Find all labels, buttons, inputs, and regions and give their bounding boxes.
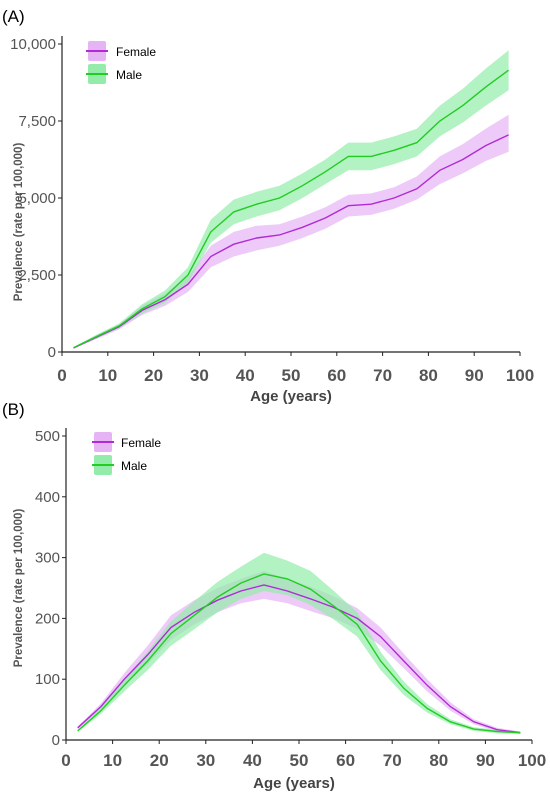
panel-b-bands: [77, 552, 521, 734]
legend-female-label: Female: [116, 45, 156, 59]
female-series-line: [73, 134, 509, 349]
y-tick-label: 200: [35, 610, 60, 627]
x-tick-label: 100: [518, 751, 546, 770]
x-tick-label: 90: [476, 751, 495, 770]
panel-a-label: (A): [2, 7, 25, 26]
male-ci-band: [73, 50, 509, 349]
y-tick-label: 0: [48, 344, 56, 361]
male-series-line: [77, 573, 521, 734]
panel-a-bands: [73, 50, 509, 349]
y-tick-label: 500: [35, 428, 60, 445]
female-series-line: [77, 584, 521, 734]
x-tick-label: 80: [419, 366, 438, 385]
panel-a-ylabel: Prevalence (rate per 100,000): [13, 143, 25, 302]
panel-a: (A) Prevalence (rate per 100,000) Age (y…: [2, 7, 534, 405]
panel-b-label: (B): [2, 400, 25, 419]
x-tick-label: 80: [429, 751, 448, 770]
x-tick-label: 10: [103, 751, 122, 770]
x-tick-label: 50: [290, 751, 309, 770]
x-tick-label: 40: [236, 366, 255, 385]
panel-a-lines: [73, 69, 510, 349]
panel-b-xticks: 0 10 20 30 40 50 60 70 80 90 100: [61, 740, 546, 770]
x-tick-label: 70: [383, 751, 402, 770]
x-tick-label: 30: [190, 366, 209, 385]
panel-b-legend: Female Male: [92, 432, 161, 475]
y-tick-label: 10,000: [10, 36, 56, 53]
x-tick-label: 70: [373, 366, 392, 385]
x-tick-label: 90: [465, 366, 484, 385]
y-tick-label: 400: [35, 489, 60, 506]
y-tick-label: 5,000: [18, 190, 56, 207]
x-tick-label: 10: [98, 366, 117, 385]
panel-a-legend: Female Male: [86, 41, 156, 84]
y-tick-label: 100: [35, 671, 60, 688]
panel-b: (B) Prevalence (rate per 100,000) Age (y…: [2, 400, 546, 792]
male-ci-band: [77, 552, 521, 734]
x-tick-label: 40: [243, 751, 262, 770]
x-tick-label: 30: [196, 751, 215, 770]
panel-b-lines: [77, 573, 521, 734]
panel-b-ylabel: Prevalence (rate per 100,000): [13, 509, 25, 668]
panel-a-yticks: 0 2,500 5,000 7,500 10,000: [10, 36, 62, 361]
panel-b-yticks: 0 100 200 300 400 500: [35, 428, 66, 749]
panel-a-xlabel: Age (years): [250, 388, 332, 405]
x-tick-label: 100: [506, 366, 534, 385]
legend-female-label: Female: [121, 436, 161, 450]
legend-male-label: Male: [121, 459, 147, 473]
male-series-line: [73, 69, 510, 349]
y-tick-label: 2,500: [18, 267, 56, 284]
x-tick-label: 60: [327, 366, 346, 385]
legend-male-label: Male: [116, 68, 142, 82]
x-tick-label: 20: [144, 366, 163, 385]
x-tick-label: 0: [57, 366, 66, 385]
y-tick-label: 7,500: [18, 113, 56, 130]
panel-b-xlabel: Age (years): [253, 775, 335, 792]
y-tick-label: 0: [52, 732, 60, 749]
x-tick-label: 60: [336, 751, 355, 770]
panel-a-xticks: 0 10 20 30 40 50 60 70 80 90 100: [57, 352, 534, 385]
y-tick-label: 300: [35, 550, 60, 567]
x-tick-label: 0: [61, 751, 70, 770]
x-tick-label: 20: [150, 751, 169, 770]
x-tick-label: 50: [282, 366, 301, 385]
